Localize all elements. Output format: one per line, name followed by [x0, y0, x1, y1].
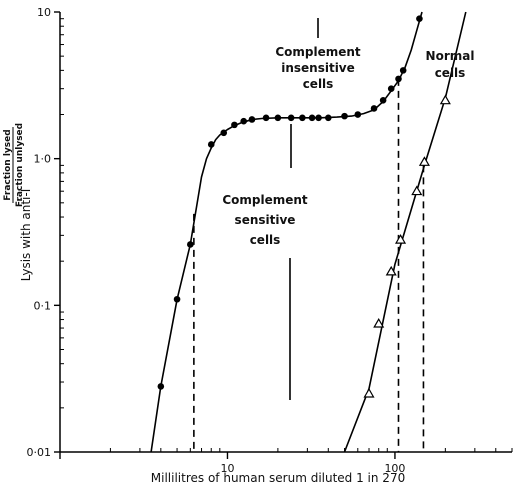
data-point-circle	[308, 114, 316, 122]
data-point-triangle	[439, 94, 451, 105]
y-axis-label: Lysis with anti-I	[19, 189, 33, 281]
data-point-circle	[274, 114, 282, 122]
data-point-triangle	[418, 156, 430, 166]
y-tick-label: 0·01	[27, 446, 52, 459]
data-point-circle	[240, 117, 248, 125]
annotation-sensitive-line2: sensitive	[235, 213, 296, 227]
y-tick-label: 1·0	[34, 153, 52, 166]
data-point-circle	[395, 75, 402, 83]
data-point-triangle	[395, 234, 407, 244]
data-point-circle	[248, 116, 256, 123]
x-tick-label: 10	[220, 462, 234, 475]
annotation-insensitive-line3: cells	[303, 77, 334, 91]
annotation-normal-line2: cells	[435, 66, 466, 80]
fitted-curve-2	[343, 11, 467, 453]
data-point-circle	[231, 121, 238, 129]
fitted-curve-1	[150, 11, 423, 453]
data-point-triangle	[385, 265, 397, 276]
data-point-circle	[157, 383, 165, 390]
data-point-circle	[399, 67, 407, 74]
data-point-triangle	[411, 185, 423, 196]
data-markers	[157, 15, 451, 398]
data-point-circle	[207, 141, 215, 148]
data-point-circle	[220, 129, 228, 137]
data-point-circle	[324, 114, 332, 122]
y-fraction-denominator: Fraction unlysed	[15, 123, 25, 207]
data-point-circle	[370, 105, 378, 112]
dashed-drop-lines	[193, 78, 425, 452]
data-point-triangle	[363, 387, 375, 398]
x-axis-label: Millilitres of human serum diluted 1 in …	[151, 471, 405, 485]
y-tick-label: 0·1	[34, 299, 52, 312]
data-point-circle	[315, 114, 322, 122]
data-point-circle	[341, 112, 348, 120]
x-tick-label: 100	[384, 462, 405, 475]
y-axis-label-group: Lysis with anti-I	[19, 189, 33, 281]
annotation-sensitive-line1: Complement	[222, 193, 308, 207]
annotation-insensitive-line1: Complement	[275, 45, 361, 59]
data-point-circle	[354, 111, 362, 118]
data-point-circle	[173, 295, 181, 303]
data-point-circle	[262, 114, 270, 122]
data-point-circle	[299, 114, 306, 122]
annotation-normal-line1: Normal	[426, 49, 475, 63]
data-point-circle	[187, 241, 194, 248]
annotation-insensitive-line2: insensitive	[281, 61, 355, 75]
data-point-circle	[379, 97, 387, 104]
annotation-sensitive-line3: cells	[250, 233, 281, 247]
data-point-circle	[416, 15, 423, 23]
y-axis-fraction-group: Fraction lysed Fraction unlysed	[3, 123, 25, 207]
axis-tick-labels: 0·01 0·1 1·0 10 10 100	[27, 6, 406, 475]
data-point-circle	[287, 114, 295, 122]
data-point-triangle	[373, 317, 385, 328]
y-tick-label: 10	[37, 6, 51, 19]
y-fraction-numerator: Fraction lysed	[3, 129, 13, 200]
data-point-circle	[387, 85, 395, 92]
axis-ticks	[54, 11, 513, 459]
